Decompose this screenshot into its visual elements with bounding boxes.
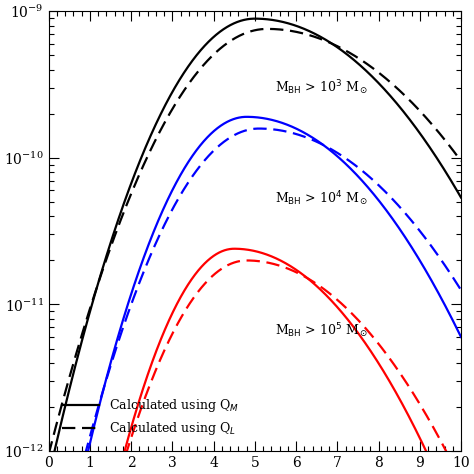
- Text: M$_{\mathrm{BH}}$ > 10$^4$ M$_\odot$: M$_{\mathrm{BH}}$ > 10$^4$ M$_\odot$: [275, 190, 369, 208]
- Text: M$_{\mathrm{BH}}$ > 10$^5$ M$_\odot$: M$_{\mathrm{BH}}$ > 10$^5$ M$_\odot$: [275, 321, 369, 340]
- Text: M$_{\mathrm{BH}}$ > 10$^3$ M$_\odot$: M$_{\mathrm{BH}}$ > 10$^3$ M$_\odot$: [275, 78, 369, 97]
- Legend: Calculated using Q$_M$, Calculated using Q$_L$: Calculated using Q$_M$, Calculated using…: [57, 392, 245, 442]
